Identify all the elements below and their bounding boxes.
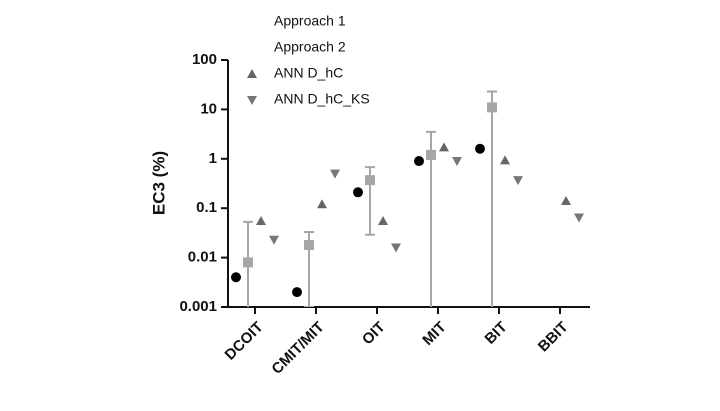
point [513,176,523,186]
y-tick-label: 1 [209,150,217,167]
error-bar [426,130,436,307]
legend-label: Approach 1 [274,13,346,29]
point [243,257,253,268]
legend-label: Approach 2 [274,39,346,55]
point [304,239,314,250]
point [439,142,449,152]
y-tick-label: 10 [200,100,217,117]
point [292,287,302,298]
x-tick-label: DCOIT [222,319,267,364]
legend-label: ANN D_hC [274,65,343,81]
point [231,272,241,283]
y-axis-title: EC3 (%) [149,151,168,215]
point [317,199,327,209]
y-tick-label: 0.01 [188,249,217,266]
point [487,102,497,113]
point [378,216,388,226]
x-tick-label: BIT [482,319,511,348]
legend-label: ANN D_hC_KS [274,91,370,107]
point [426,149,436,160]
point [269,235,279,245]
x-tick-label: MIT [419,319,449,349]
point [256,216,266,226]
point [414,156,424,167]
point [391,243,401,253]
point [247,69,257,78]
point [500,155,510,165]
point [365,175,375,186]
y-tick-label: 0.001 [179,298,217,315]
point [247,17,257,27]
point [574,213,584,223]
x-tick-label: BBIT [535,319,572,356]
point [353,187,363,198]
point [247,96,257,105]
error-bar [243,220,253,307]
point [475,143,485,154]
y-tick-label: 100 [192,51,217,68]
point [561,195,571,205]
x-tick-label: OIT [359,319,389,349]
point [330,169,340,179]
point [452,157,462,167]
error-bar [487,90,497,307]
y-tick-label: 0.1 [196,199,217,216]
x-tick-label: CMIT/MIT [268,319,327,378]
point [247,43,257,53]
plot-area [231,17,584,307]
